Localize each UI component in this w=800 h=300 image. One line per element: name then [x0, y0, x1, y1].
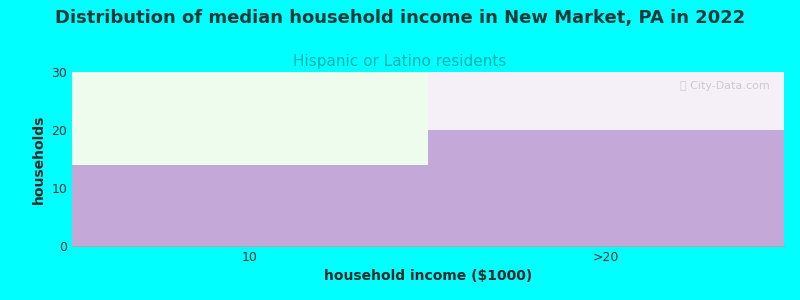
Text: ⓘ City-Data.com: ⓘ City-Data.com	[680, 81, 770, 91]
Bar	[428, 130, 784, 246]
Bar	[72, 165, 428, 246]
Y-axis label: households: households	[32, 114, 46, 204]
Bar	[72, 72, 428, 165]
Text: Distribution of median household income in New Market, PA in 2022: Distribution of median household income …	[55, 9, 745, 27]
Text: Hispanic or Latino residents: Hispanic or Latino residents	[294, 54, 506, 69]
Bar	[428, 72, 784, 246]
X-axis label: household income ($1000): household income ($1000)	[324, 269, 532, 284]
